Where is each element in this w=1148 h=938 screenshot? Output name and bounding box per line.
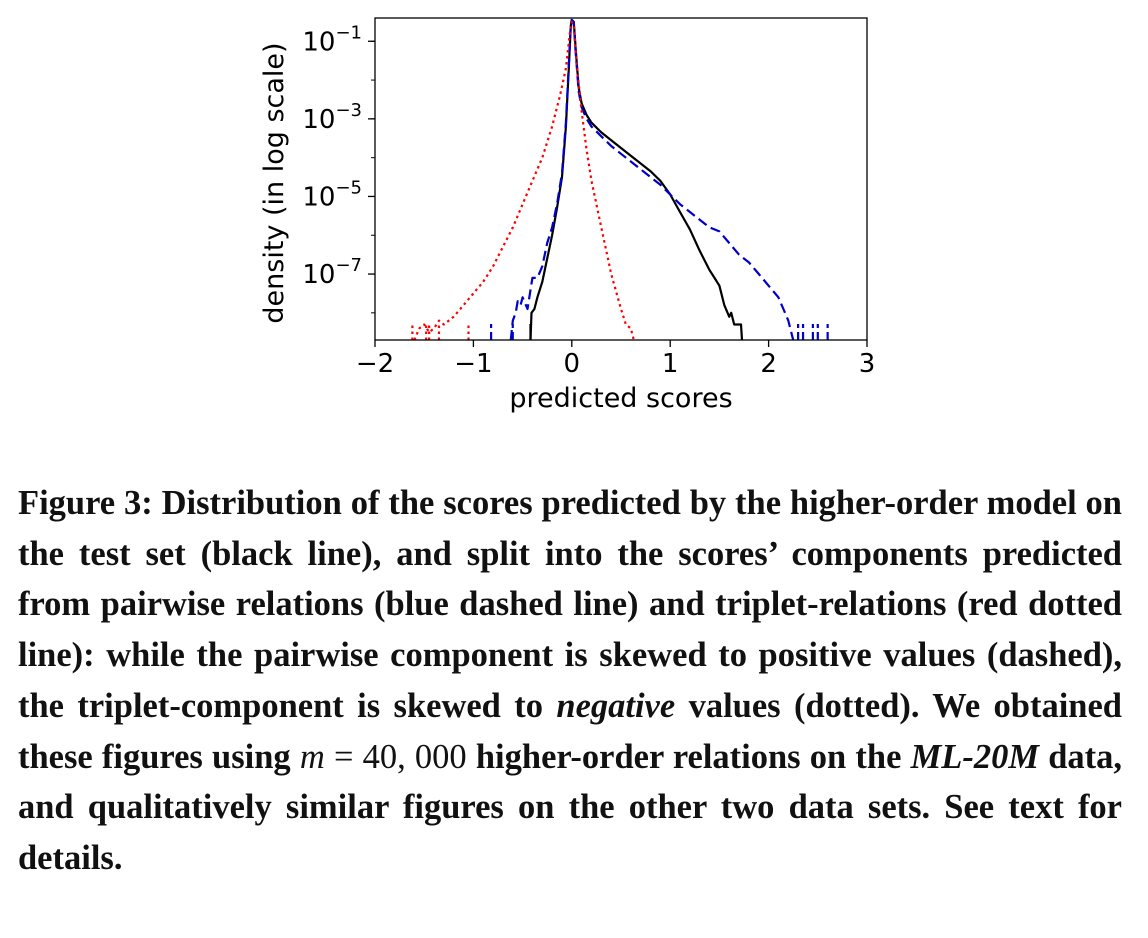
y-tick-label: 10−7 (302, 255, 362, 290)
x-tick-label: −1 (454, 349, 492, 379)
caption-emphasis-negative: negative (556, 686, 676, 725)
x-tick-label: 1 (662, 349, 679, 379)
y-tick-label: 10−1 (302, 22, 362, 57)
math-equals: = (324, 737, 363, 776)
caption-emphasis-dataset: ML-20M (910, 737, 1040, 776)
x-tick-label: −2 (356, 349, 394, 379)
math-variable-m: m (299, 737, 325, 776)
series-line-total-black (529, 18, 744, 341)
figure-caption: Figure 3: Distribution of the scores pre… (18, 478, 1122, 884)
caption-text-1: Figure 3: Distribution of the scores pre… (18, 484, 1122, 725)
y-tick-label: 10−3 (302, 100, 362, 135)
x-axis-label: predicted scores (509, 383, 732, 414)
series-line-pairwise-blue (509, 18, 795, 341)
plot-frame (374, 17, 868, 341)
y-axis-label: density (in log scale) (259, 42, 290, 323)
caption-text-3: higher-order relations on the (466, 737, 911, 776)
caption-text-2: values (dotted). We obtained these figur… (18, 686, 1122, 776)
series-line-triplet-red (413, 20, 635, 341)
density-chart: −2 −1 0 1 2 3 10−1 10−3 10−5 10−7 predicted scores… (259, 17, 876, 414)
x-tick-label: 0 (564, 349, 581, 379)
x-tick-label: 3 (859, 349, 876, 379)
y-tick-label: 10−5 (302, 177, 362, 212)
caption-text-4: data, and qualitatively similar figures … (18, 737, 1122, 877)
x-tick-label: 2 (760, 349, 777, 379)
math-value: 40, 000 (362, 737, 467, 776)
